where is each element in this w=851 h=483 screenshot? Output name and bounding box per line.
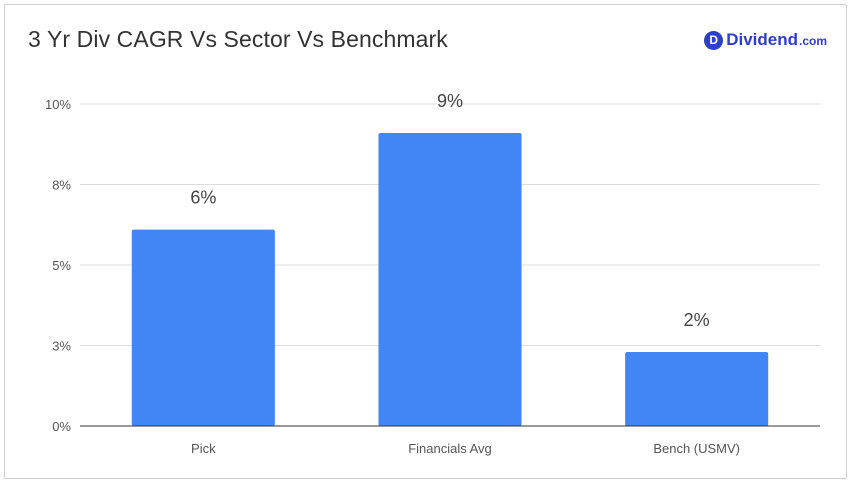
x-tick-label: Financials Avg	[408, 441, 492, 456]
y-tick-label: 10%	[45, 97, 71, 112]
y-tick-label: 0%	[52, 419, 71, 434]
data-label: 2%	[684, 310, 710, 330]
data-label: 9%	[437, 91, 463, 111]
data-label: 6%	[190, 188, 216, 208]
brand-badge-icon: D	[704, 30, 724, 50]
bar	[131, 229, 275, 426]
bar	[378, 132, 522, 427]
y-tick-label: 8%	[52, 178, 71, 193]
brand-logo[interactable]: D Dividend .com	[704, 30, 827, 50]
y-tick-label: 3%	[52, 339, 71, 354]
chart-title: 3 Yr Div CAGR Vs Sector Vs Benchmark	[28, 26, 448, 52]
brand-suffix: .com	[798, 34, 827, 48]
brand-name: Dividend	[726, 30, 798, 49]
bar	[625, 351, 769, 426]
y-tick-label: 5%	[52, 258, 71, 273]
x-tick-label: Pick	[191, 441, 216, 456]
x-tick-label: Bench (USMV)	[653, 441, 740, 456]
